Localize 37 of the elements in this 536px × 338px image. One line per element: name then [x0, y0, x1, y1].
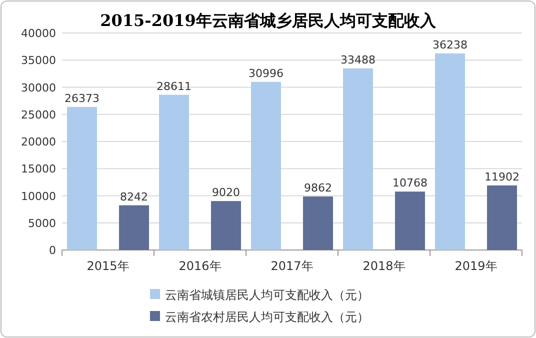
data-label: 33488 — [340, 53, 376, 66]
bar — [487, 185, 517, 250]
bar — [251, 82, 281, 250]
data-label: 9020 — [212, 186, 240, 200]
y-tick-label: 35000 — [21, 54, 56, 68]
bar — [435, 53, 465, 250]
bar — [119, 205, 149, 250]
bar — [67, 106, 97, 250]
y-tick-label: 30000 — [21, 81, 56, 94]
y-tick-label: 0 — [49, 244, 56, 257]
bar — [395, 192, 425, 250]
y-tick-label: 5000 — [28, 216, 56, 230]
data-label: 8242 — [120, 190, 148, 204]
data-label: 28611 — [156, 80, 192, 93]
y-tick-label: 15000 — [21, 162, 56, 176]
bar — [303, 196, 333, 250]
bar — [159, 94, 189, 250]
chart-title: 2015-2019年云南省城乡居民人均可支配收入 — [100, 11, 437, 30]
y-tick-label: 40000 — [21, 27, 56, 40]
data-label: 9862 — [304, 182, 332, 194]
x-tick-label: 2018年 — [362, 259, 406, 273]
y-tick-label: 20000 — [21, 136, 56, 148]
legend-label: 云南省农村居民人均可支配收入（元） — [165, 310, 369, 324]
y-tick-label: 25000 — [21, 108, 56, 122]
bar — [211, 201, 241, 250]
x-tick-label: 2016年 — [178, 259, 222, 273]
data-label: 10768 — [392, 176, 428, 190]
legend-label: 云南省城镇居民人均可支配收入（元） — [165, 288, 369, 302]
data-label: 30996 — [248, 66, 284, 80]
y-tick-label: 10000 — [21, 190, 56, 203]
bar — [343, 68, 373, 250]
data-label: 11902 — [484, 170, 520, 184]
data-label: 26373 — [64, 92, 100, 105]
x-tick-label: 2017年 — [270, 259, 314, 273]
data-label: 36238 — [432, 38, 468, 52]
x-tick-label: 2019年 — [454, 259, 498, 273]
x-tick-label: 2015年 — [86, 259, 130, 273]
